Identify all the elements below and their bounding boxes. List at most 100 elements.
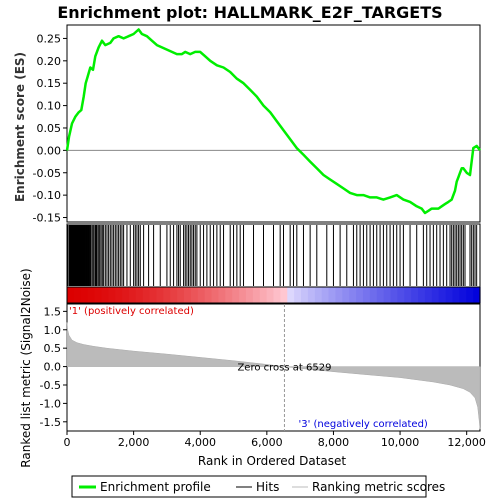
gradient-segment [163, 287, 171, 303]
gradient-segment [431, 287, 440, 303]
x-tick-label: 10,000 [381, 436, 420, 449]
gradient-segment [397, 287, 405, 303]
metric-y-tick-label: 0.0 [44, 361, 62, 374]
metric-y-tick-label: -0.5 [40, 379, 61, 392]
enrichment-curve [65, 28, 482, 215]
gradient-segment [411, 287, 419, 303]
gradient-segment [356, 287, 364, 303]
gradient-segment [87, 287, 96, 303]
gradient-segment [122, 287, 130, 303]
legend-metric-label: Ranking metric scores [312, 480, 445, 494]
gradient-segment [466, 287, 474, 303]
es-y-label: Enrichment score (ES) [13, 52, 27, 202]
metric-y-axis: 1.5 1.0 0.5 0.0 -0.5 -1.0 -1.5 [40, 305, 67, 429]
chart-title: Enrichment plot: HALLMARK_E2F_TARGETS [57, 3, 442, 22]
gradient-segment [418, 287, 426, 303]
gradient-segment [73, 287, 82, 303]
legend-enrichment-label: Enrichment profile [100, 480, 211, 494]
es-y-tick-label: 0.05 [37, 122, 62, 135]
gradient-segment [328, 287, 337, 303]
x-tick-label: 4,000 [184, 436, 216, 449]
gradient-segment [314, 287, 323, 303]
metric-y-tick-label: 1.5 [44, 305, 62, 318]
gradient-segment [94, 287, 103, 303]
es-y-tick-label: -0.15 [33, 212, 61, 225]
es-y-tick-label: 0.00 [37, 144, 62, 157]
gradient-segment [294, 287, 302, 303]
gradient-segment [177, 287, 185, 303]
gradient-segment [473, 287, 481, 303]
x-tick-label: 6,000 [251, 436, 283, 449]
gradient-segment [335, 287, 343, 303]
metric-y-tick-label: 1.0 [44, 324, 62, 337]
gradient-segment [459, 287, 467, 303]
correlation-gradient-bar [66, 286, 481, 304]
gradient-segment [362, 287, 371, 303]
enrichment-profile-line [65, 28, 482, 215]
gradient-segment [156, 287, 164, 303]
es-y-tick-label: -0.05 [33, 167, 61, 180]
gradient-segment [170, 287, 178, 303]
gradient-segment [115, 287, 123, 303]
es-y-tick-label: 0.25 [37, 32, 62, 45]
metric-y-tick-label: -1.0 [40, 397, 61, 410]
x-tick-label: 12,000 [447, 436, 486, 449]
metric-y-label: Ranked list metric (Signal2Noise) [19, 268, 33, 467]
es-panel-frame [66, 24, 481, 223]
gradient-segment [266, 287, 275, 303]
x-axis-label: Rank in Ordered Dataset [198, 454, 346, 468]
hit-marks [67, 225, 478, 286]
gradient-segment [101, 287, 109, 303]
gradient-segment [404, 287, 412, 303]
gradient-segment [190, 287, 199, 303]
gradient-segment [232, 287, 240, 303]
gradient-segment [135, 287, 144, 303]
gradient-segment [142, 287, 151, 303]
gradient-segment [445, 287, 454, 303]
gradient-segment [301, 287, 309, 303]
es-y-tick-label: -0.10 [33, 189, 61, 202]
zero-cross-label: Zero cross at 6529 [237, 363, 331, 374]
gradient-segment [259, 287, 268, 303]
gradient-segment [383, 287, 392, 303]
negative-correlation-label: '3' (negatively correlated) [298, 419, 427, 430]
gradient-segment [128, 287, 137, 303]
gradient-segment [342, 287, 350, 303]
metric-y-tick-label: 0.5 [44, 342, 62, 355]
gradient-segment [307, 287, 316, 303]
gradient-segment [438, 287, 447, 303]
gradient-segment [218, 287, 226, 303]
gradient-segment [369, 287, 378, 303]
positive-correlation-label: '1' (positively correlated) [69, 306, 194, 317]
es-y-axis: 0.25 0.20 0.15 0.10 0.05 0.00 -0.05 -0.10 -0.15 [33, 32, 67, 225]
legend: Enrichment profile Hits Ranking metric s… [71, 475, 445, 498]
gradient-segment [204, 287, 213, 303]
x-tick-label: 0 [64, 436, 71, 449]
gradient-segment [321, 287, 330, 303]
gradient-segment [349, 287, 357, 303]
es-y-tick-label: 0.15 [37, 77, 62, 90]
gradient-segment [225, 287, 233, 303]
gradient-segment [211, 287, 220, 303]
gradient-segment [287, 287, 295, 303]
x-tick-label: 2,000 [118, 436, 150, 449]
gradient-segment [273, 287, 281, 303]
legend-hits-label: Hits [256, 480, 279, 494]
gradient-segment [197, 287, 206, 303]
es-y-tick-label: 0.10 [37, 100, 62, 113]
gradient-segment [452, 287, 460, 303]
gradient-segment [376, 287, 385, 303]
metric-y-tick-label: -1.5 [40, 416, 61, 429]
gradient-segment [252, 287, 261, 303]
gradient-segment [184, 287, 192, 303]
gradient-segment [80, 287, 89, 303]
x-tick-label: 8,000 [318, 436, 350, 449]
gradient-segment [390, 287, 398, 303]
es-y-tick-label: 0.20 [37, 55, 62, 68]
gradient-segment [149, 287, 158, 303]
gradient-segment [424, 287, 433, 303]
gradient-segment [245, 287, 254, 303]
x-axis: 0 2,000 4,000 6,000 8,000 10,000 12,000 [64, 431, 486, 449]
gradient-segment [108, 287, 116, 303]
